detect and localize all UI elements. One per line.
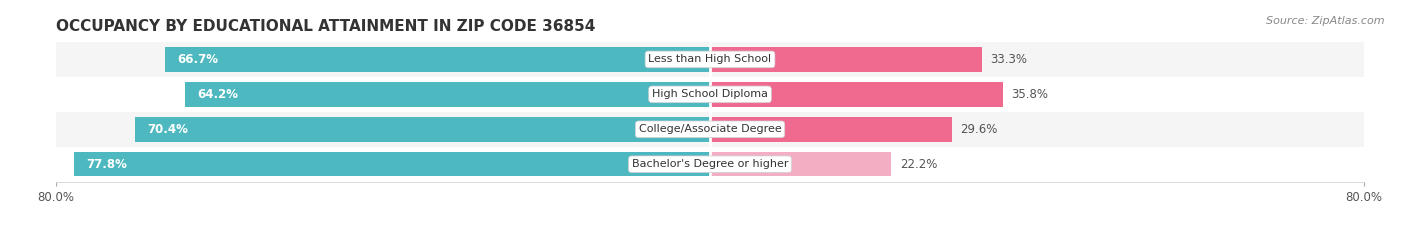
Text: 22.2%: 22.2%	[900, 158, 936, 171]
Bar	[56, 147, 1364, 182]
Bar	[165, 47, 710, 72]
Bar	[710, 152, 891, 177]
Bar	[56, 42, 1364, 77]
Text: College/Associate Degree: College/Associate Degree	[638, 124, 782, 134]
Text: Bachelor's Degree or higher: Bachelor's Degree or higher	[631, 159, 789, 169]
Text: Source: ZipAtlas.com: Source: ZipAtlas.com	[1267, 16, 1385, 26]
Bar	[710, 47, 983, 72]
Bar	[56, 112, 1364, 147]
Text: 66.7%: 66.7%	[177, 53, 218, 66]
Text: 64.2%: 64.2%	[198, 88, 239, 101]
Text: 35.8%: 35.8%	[1011, 88, 1047, 101]
Text: 29.6%: 29.6%	[960, 123, 997, 136]
Text: OCCUPANCY BY EDUCATIONAL ATTAINMENT IN ZIP CODE 36854: OCCUPANCY BY EDUCATIONAL ATTAINMENT IN Z…	[56, 19, 596, 34]
Bar	[710, 117, 952, 141]
Bar	[56, 77, 1364, 112]
Text: 77.8%: 77.8%	[87, 158, 128, 171]
Bar	[135, 117, 710, 141]
Text: 33.3%: 33.3%	[990, 53, 1028, 66]
Bar	[75, 152, 710, 177]
Bar	[186, 82, 710, 107]
Text: High School Diploma: High School Diploma	[652, 89, 768, 99]
Text: 70.4%: 70.4%	[148, 123, 188, 136]
Text: Less than High School: Less than High School	[648, 55, 772, 64]
Bar	[710, 82, 1002, 107]
